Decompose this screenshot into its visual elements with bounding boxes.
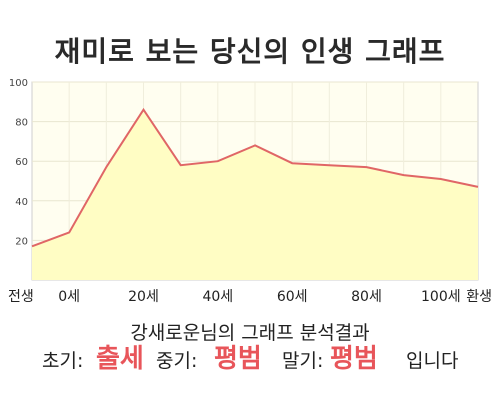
x-tick-label: 전생 bbox=[8, 289, 34, 305]
x-tick-label: 0세 bbox=[58, 289, 80, 305]
analysis-subtitle: 강새로운님의 그래프 분석결과 bbox=[130, 322, 370, 344]
middle-label: 중기: bbox=[156, 350, 198, 372]
x-tick-label: 40세 bbox=[202, 289, 233, 305]
late-value: 평범 bbox=[330, 344, 378, 374]
y-tick-label: 80 bbox=[15, 118, 28, 129]
x-tick-label: 환생 bbox=[466, 289, 492, 305]
y-tick-label: 100 bbox=[9, 78, 28, 89]
late-label: 말기: bbox=[282, 350, 324, 372]
page-title: 재미로 보는 당신의 인생 그래프 bbox=[54, 35, 446, 68]
x-tick-label: 100세 bbox=[421, 289, 461, 305]
y-axis-ticks: 20 40 60 80 100 bbox=[9, 78, 28, 247]
y-tick-label: 60 bbox=[15, 157, 28, 168]
x-tick-label: 80세 bbox=[351, 289, 382, 305]
early-value: 출세 bbox=[96, 344, 144, 374]
y-tick-label: 40 bbox=[15, 197, 28, 208]
x-tick-label: 20세 bbox=[128, 289, 159, 305]
life-series-line bbox=[31, 107, 479, 248]
life-area-fill bbox=[32, 109, 478, 280]
x-axis-ticks: 전생 0세 20세 40세 60세 80세 100세 환생 bbox=[8, 289, 492, 305]
early-label: 초기: bbox=[42, 350, 84, 372]
x-tick-label: 60세 bbox=[277, 289, 308, 305]
result-ending: 입니다 bbox=[406, 350, 459, 372]
middle-value: 평범 bbox=[214, 344, 262, 374]
y-tick-label: 20 bbox=[15, 236, 28, 247]
